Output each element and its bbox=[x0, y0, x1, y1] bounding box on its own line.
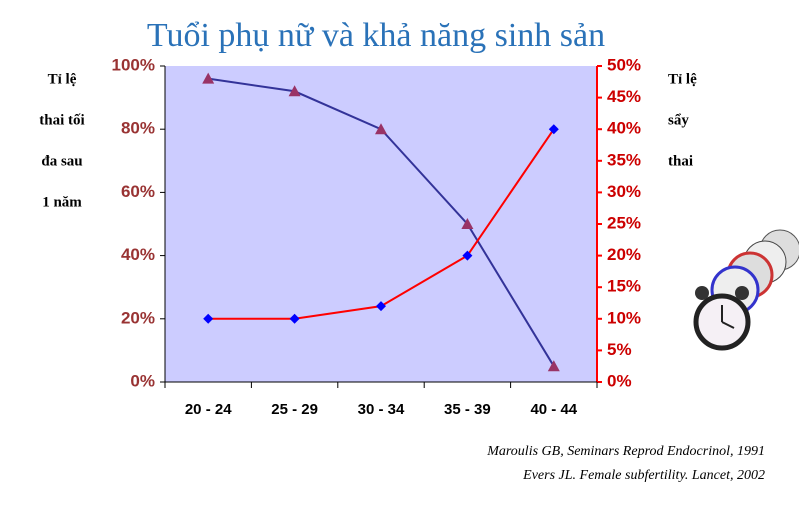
y2-tick-label: 30% bbox=[607, 182, 641, 201]
marker bbox=[289, 313, 300, 324]
marker bbox=[462, 250, 473, 261]
x-tick-label: 20 - 24 bbox=[185, 401, 232, 418]
marker bbox=[461, 218, 474, 229]
y2-tick-label: 40% bbox=[607, 119, 641, 138]
marker bbox=[375, 123, 387, 135]
y2-tick-label: 25% bbox=[607, 213, 641, 232]
marker bbox=[547, 360, 560, 372]
y2-tick-label: 10% bbox=[607, 308, 641, 327]
y-tick-label: 20% bbox=[121, 308, 155, 327]
y2-tick-label: 45% bbox=[607, 87, 641, 106]
y-axis-label: đa sau bbox=[41, 153, 82, 169]
plot-area bbox=[165, 66, 597, 382]
y2-tick-label: 5% bbox=[607, 340, 632, 359]
y2-axis-label: sẩy bbox=[668, 112, 689, 128]
marker bbox=[548, 124, 559, 135]
y-axis-label: 1 năm bbox=[42, 194, 82, 210]
y2-tick-label: 15% bbox=[607, 277, 641, 296]
y-axis-label: Tỉ lệ bbox=[48, 71, 77, 87]
x-tick-label: 35 - 39 bbox=[444, 401, 491, 418]
marker bbox=[202, 72, 215, 84]
citation: Maroulis GB, Seminars Reprod Endocrinol,… bbox=[486, 444, 765, 459]
x-tick-label: 25 - 29 bbox=[271, 401, 318, 418]
y2-axis-label: Tỉ lệ bbox=[668, 71, 697, 87]
y2-tick-label: 50% bbox=[607, 55, 641, 74]
marker bbox=[376, 301, 386, 312]
x-tick-label: 30 - 34 bbox=[358, 401, 405, 418]
y-tick-label: 100% bbox=[112, 55, 155, 74]
chart-title: Tuổi phụ nữ và khả năng sinh sản bbox=[147, 17, 605, 54]
marker bbox=[288, 85, 301, 97]
clock-image bbox=[693, 229, 799, 351]
marker bbox=[203, 313, 214, 324]
y2-tick-label: 20% bbox=[607, 245, 641, 264]
y2-tick-label: 35% bbox=[607, 150, 641, 169]
y-tick-label: 60% bbox=[121, 182, 155, 201]
y-tick-label: 80% bbox=[121, 119, 155, 138]
y-tick-label: 0% bbox=[130, 371, 155, 390]
y-axis-label: thai tối bbox=[39, 112, 84, 128]
citation: Evers JL. Female subfertility. Lancet, 2… bbox=[522, 468, 765, 483]
y-tick-label: 40% bbox=[121, 245, 155, 264]
y2-axis-label: thai bbox=[668, 153, 693, 169]
y2-tick-label: 0% bbox=[607, 371, 632, 390]
x-tick-label: 40 - 44 bbox=[530, 401, 577, 418]
